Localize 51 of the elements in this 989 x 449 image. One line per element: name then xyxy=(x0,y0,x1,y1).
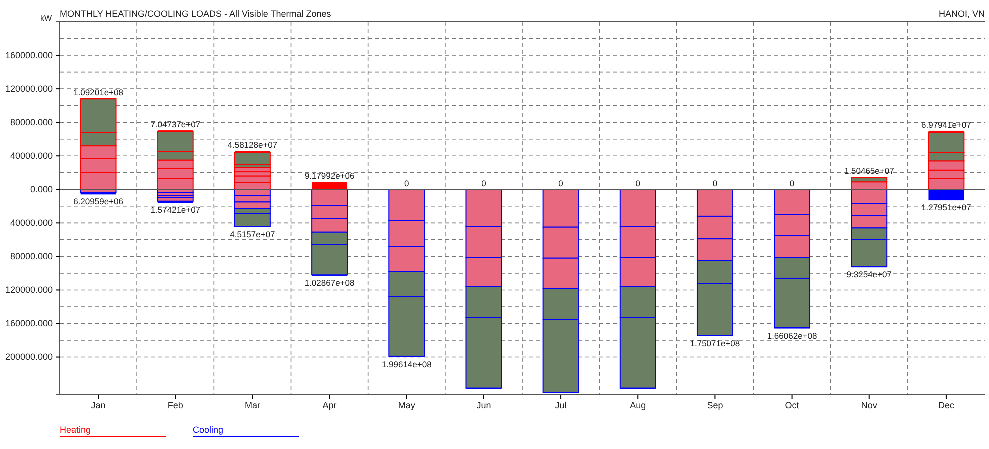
bar xyxy=(234,152,271,165)
chart-title: MONTHLY HEATING/COOLING LOADS - All Visible Thermal Zones xyxy=(60,9,332,19)
annotation: 1.99614e+08 xyxy=(382,359,432,370)
annotation: 0 xyxy=(482,178,487,189)
annotation: 4.5157e+07 xyxy=(230,229,276,240)
y-tick-label: 120000.000 xyxy=(5,285,53,296)
text: Heating xyxy=(60,425,92,435)
x-tick-label: Aug xyxy=(630,400,646,410)
x-tick-label: Nov xyxy=(861,400,878,410)
annotation: 1.66062e+08 xyxy=(767,330,818,341)
x-tick-label: Apr xyxy=(322,400,337,410)
annotation: 9.3254e+07 xyxy=(846,270,892,280)
x-tick-label: Feb xyxy=(168,400,184,410)
annotation: 1.27951e+07 xyxy=(922,202,972,213)
x-tick-label: Mar xyxy=(244,400,260,410)
annotation: 7.04737e+07 xyxy=(150,120,201,130)
x-tick-label: Sep xyxy=(707,400,724,410)
annotation: 0 xyxy=(636,178,641,189)
annotation: 1.50465e+07 xyxy=(844,166,895,176)
x-tick-label: Dec xyxy=(938,400,955,410)
annotation: 4.58128e+07 xyxy=(228,140,278,150)
annotation: 0 xyxy=(404,178,410,189)
annotation: 9.17992e+06 xyxy=(304,171,355,182)
y-axis-title: kW xyxy=(40,14,52,23)
chart-subtitle: HANOI, VN xyxy=(938,9,985,19)
annotation: 1.09201e+08 xyxy=(74,87,124,98)
annotation: 1.57421e+07 xyxy=(150,205,201,216)
x-tick-label: May xyxy=(398,400,416,410)
y-tick-label: 120000.000 xyxy=(5,84,53,94)
y-tick-label: 160000.000 xyxy=(5,50,53,60)
annotation: 0 xyxy=(712,178,718,189)
y-tick-label: 160000.000 xyxy=(5,318,53,329)
y-tick-label: 80000.000 xyxy=(10,252,53,262)
text: Cooling xyxy=(193,425,224,435)
annotation: 0 xyxy=(558,178,564,189)
y-tick-label: 0.000 xyxy=(30,184,53,195)
annotation: 0 xyxy=(790,178,795,189)
x-tick-label: Jul xyxy=(555,400,567,410)
bar xyxy=(312,182,348,190)
annotation: 6.97941e+07 xyxy=(922,120,972,130)
annotation: 6.20959e+06 xyxy=(74,196,124,207)
bar xyxy=(928,190,964,201)
x-tick-label: Jun xyxy=(476,400,492,410)
x-tick-label: Jan xyxy=(91,400,106,410)
annotation: 1.75071e+08 xyxy=(690,338,740,348)
y-tick-label: 80000.000 xyxy=(10,117,53,128)
y-tick-label: 40000.000 xyxy=(10,218,53,228)
y-tick-label: 200000.000 xyxy=(5,352,53,362)
y-tick-label: 40000.000 xyxy=(10,150,53,161)
x-tick-label: Oct xyxy=(785,400,800,410)
annotation: 1.02867e+08 xyxy=(304,278,355,288)
